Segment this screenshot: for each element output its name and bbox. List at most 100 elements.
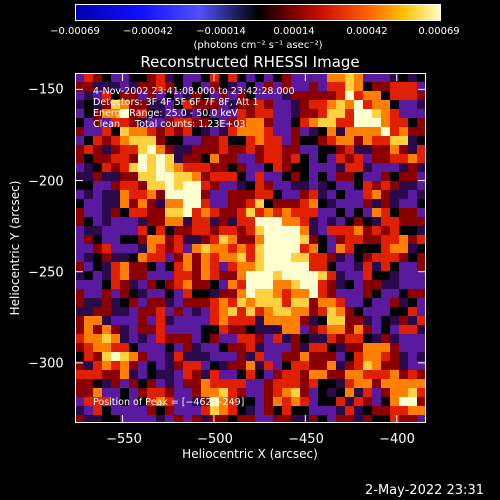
heatmap-cell [381, 145, 391, 155]
heatmap-cell [174, 406, 184, 416]
heatmap-cell [129, 190, 139, 200]
heatmap-cell [75, 199, 85, 209]
heatmap-cell [237, 127, 247, 137]
heatmap-cell [381, 343, 391, 353]
heatmap-cell [174, 136, 184, 146]
heatmap-cell [264, 361, 274, 371]
heatmap-cell [264, 325, 274, 335]
heatmap-cell [390, 253, 400, 263]
heatmap-cell [318, 298, 328, 308]
heatmap-cell [201, 109, 211, 119]
heatmap-cell [390, 109, 400, 119]
heatmap-cell [129, 289, 139, 299]
heatmap-cell [75, 334, 85, 344]
heatmap-cell [210, 370, 220, 380]
heatmap-cell [183, 280, 193, 290]
heatmap-cell [408, 325, 418, 335]
heatmap-cell [111, 73, 121, 83]
heatmap-cell [129, 298, 139, 308]
heatmap-cell [363, 325, 373, 335]
heatmap-cell [390, 226, 400, 236]
heatmap-cell [102, 154, 112, 164]
heatmap-cell [246, 244, 256, 254]
heatmap-cell [228, 406, 238, 416]
heatmap-cell [201, 406, 211, 416]
heatmap-cell [399, 154, 409, 164]
heatmap-cell [336, 181, 346, 191]
heatmap-cell [102, 136, 112, 146]
heatmap-cell [327, 82, 337, 92]
heatmap-cell [201, 91, 211, 101]
heatmap-cell [93, 235, 103, 245]
heatmap-cell [273, 109, 283, 119]
heatmap-cell [192, 163, 202, 173]
heatmap-cell [336, 388, 346, 398]
heatmap-cell [336, 190, 346, 200]
heatmap-cell [408, 91, 418, 101]
heatmap-cell [381, 289, 391, 299]
heatmap-cell [183, 199, 193, 209]
heatmap-cell [291, 388, 301, 398]
heatmap-cell [300, 388, 310, 398]
heatmap-cell [264, 397, 274, 407]
colorbar-tick: −0.00014 [196, 26, 246, 37]
heatmap-cell [165, 280, 175, 290]
heatmap-cell [309, 100, 319, 110]
heatmap-cell [219, 172, 229, 182]
heatmap-cell [165, 100, 175, 110]
heatmap-cell [183, 145, 193, 155]
heatmap-cell [345, 226, 355, 236]
heatmap-cell [282, 208, 292, 218]
heatmap-cell [138, 388, 148, 398]
heatmap-cell [345, 235, 355, 245]
heatmap-cell [372, 109, 382, 119]
heatmap-cell [327, 118, 337, 128]
heatmap-cell [255, 316, 265, 326]
heatmap-cell [309, 190, 319, 200]
heatmap-cell [282, 163, 292, 173]
heatmap-cell [327, 298, 337, 308]
heatmap-cell [345, 82, 355, 92]
heatmap-cell [399, 136, 409, 146]
heatmap-cell [399, 325, 409, 335]
heatmap-cell [327, 208, 337, 218]
heatmap-cell [129, 100, 139, 110]
heatmap-cell [300, 370, 310, 380]
heatmap-cell [237, 415, 247, 423]
heatmap-cell [345, 379, 355, 389]
heatmap-cell [255, 109, 265, 119]
heatmap-cell [264, 136, 274, 146]
heatmap-cell [291, 109, 301, 119]
heatmap-cell [327, 334, 337, 344]
heatmap-cell [102, 82, 112, 92]
heatmap-cell [201, 136, 211, 146]
heatmap-cell [336, 253, 346, 263]
heatmap-cell [93, 118, 103, 128]
heatmap-cell [192, 361, 202, 371]
heatmap-cell [273, 307, 283, 317]
heatmap-cell [345, 127, 355, 137]
heatmap-cell [174, 298, 184, 308]
heatmap-cell [111, 154, 121, 164]
heatmap-cell [237, 73, 247, 83]
heatmap-cell [291, 145, 301, 155]
heatmap-cell [138, 415, 148, 423]
heatmap-cell [129, 271, 139, 281]
heatmap-cell [327, 244, 337, 254]
heatmap-cell [84, 109, 94, 119]
heatmap-cell [147, 136, 157, 146]
heatmap-image [75, 73, 426, 423]
heatmap-cell [120, 307, 130, 317]
heatmap-cell [129, 181, 139, 191]
heatmap-cell [264, 289, 274, 299]
heatmap-cell [318, 370, 328, 380]
heatmap-cell [165, 271, 175, 281]
heatmap-cell [219, 136, 229, 146]
heatmap-cell [219, 82, 229, 92]
heatmap-cell [165, 253, 175, 263]
heatmap-cell [210, 334, 220, 344]
heatmap-cell [174, 190, 184, 200]
heatmap-cell [228, 73, 238, 83]
heatmap-cell [201, 253, 211, 263]
heatmap-cell [129, 334, 139, 344]
